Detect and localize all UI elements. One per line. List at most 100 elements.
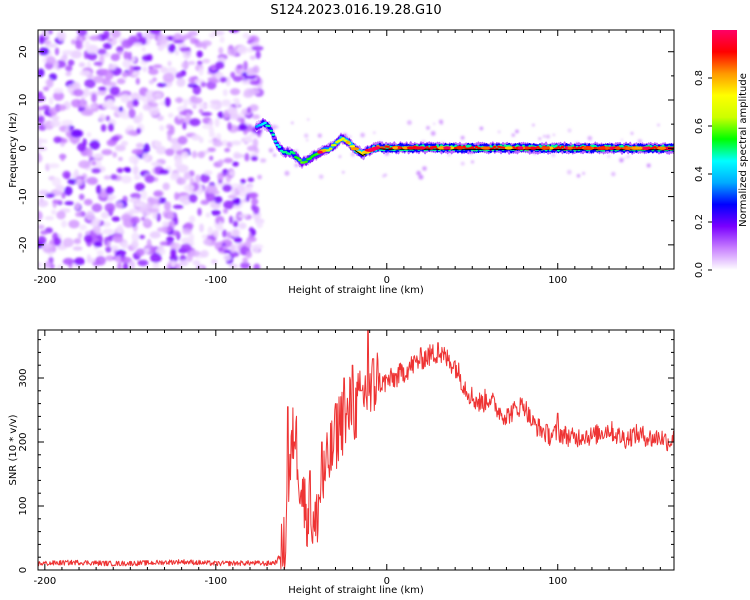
colorbar-tick-label: 0.0 [694,262,705,278]
noise-blob [207,147,216,153]
spectrogram-x-axis-label: Height of straight line (km) [288,285,424,296]
noise-blob [221,100,232,107]
noise-blob [86,176,99,185]
noise-dot [304,133,309,138]
noise-blob [251,45,264,51]
spectrogram-x-ticks: -200 -100 0 100 [33,30,661,286]
noise-blob [48,256,54,264]
noise-blob [251,244,260,253]
noise-blob [54,47,60,56]
noise-blob [61,119,73,126]
noise-blob [110,53,121,62]
noise-blob [127,51,132,61]
snr-series-line [38,330,674,570]
noise-blob [200,81,207,88]
noise-blob [99,113,106,122]
noise-blob [86,254,91,264]
noise-blob [201,234,208,239]
noise-blob [237,45,248,55]
noise-blob [120,140,129,147]
noise-blob [247,185,253,193]
noise-blob [156,115,164,121]
noise-dot [551,153,556,157]
noise-blob [169,125,175,135]
noise-dot [546,134,550,139]
noise-blob [93,61,103,66]
noise-blob [102,221,111,227]
noise-blob [84,234,93,243]
noise-blob [80,109,93,116]
noise-blob [131,239,139,250]
noise-dot [433,122,436,125]
noise-blob [151,161,162,167]
noise-blob [248,227,254,233]
ridge-cell-layer-3 [273,140,278,143]
noise-blob [237,185,245,192]
noise-blob [179,47,191,52]
noise-blob [79,224,87,231]
noise-blob [249,104,259,112]
noise-blob [110,174,118,180]
figure-title: S124.2023.016.19.28.G10 [270,3,441,18]
noise-blob [149,30,161,35]
noise-blob [65,71,72,77]
noise-blob [191,150,198,159]
noise-blob [79,98,86,108]
ridge-hot-spot [634,146,643,150]
noise-blob [44,40,51,45]
noise-blob [232,161,239,167]
ridge-hot-spot [615,146,621,150]
noise-blob [252,114,260,120]
noise-blob [75,39,82,49]
noise-dot [626,155,630,159]
ridge-hot-spot [657,146,667,150]
noise-blob [124,167,132,173]
noise-blob [232,75,243,82]
noise-blob [44,216,55,221]
x-tick-label: -200 [33,576,56,587]
noise-blob [50,120,61,128]
noise-blob [56,104,67,111]
colorbar-tick-label: 0.2 [694,214,705,230]
noise-blob [175,263,182,269]
noise-blob [223,254,232,261]
noise-blob [251,204,256,211]
noise-blob [89,140,100,150]
noise-blob [67,84,73,94]
noise-blob [61,220,68,228]
noise-blob [72,246,83,251]
snr-frame [37,329,675,571]
noise-blob [167,112,174,118]
noise-blob [120,175,132,184]
ridge-cell-layer-3 [308,157,313,160]
noise-blob [192,104,197,110]
noise-blob [38,138,44,144]
noise-blob [123,51,129,60]
noise-dot [307,118,310,121]
noise-blob [215,61,225,69]
spectrogram-y-axis-label: Frequency (Hz) [8,112,19,188]
noise-blob [246,106,252,114]
noise-blob [198,265,204,269]
noise-blob [135,142,144,149]
noise-blob [233,153,245,158]
noise-blob [40,230,49,235]
noise-blob [210,79,220,84]
noise-blob [97,48,107,55]
ridge-cell-layer-3 [292,152,296,155]
spectrogram-frame [37,29,675,270]
noise-blob [117,262,122,269]
noise-blob [39,195,44,203]
noise-blob [175,72,184,79]
noise-blob [159,169,170,175]
x-tick-label: -100 [204,576,227,587]
noise-dot [538,137,542,141]
noise-dot [657,123,660,127]
noise-blob [170,242,181,250]
noise-blob [142,152,150,162]
noise-dot [260,158,265,163]
noise-blob [159,66,168,74]
ridge-cell-layer-3 [263,121,267,125]
noise-blob [38,224,45,230]
noise-blob [187,60,196,65]
